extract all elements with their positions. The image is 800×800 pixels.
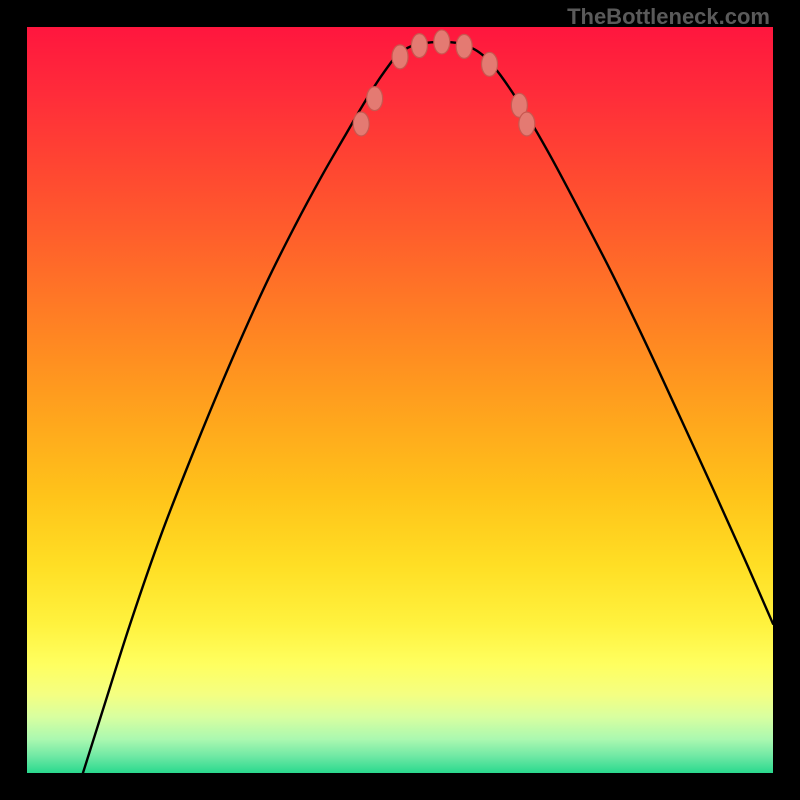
- chart-plot: [0, 0, 800, 800]
- gradient-background: [27, 27, 773, 773]
- data-marker: [411, 34, 427, 58]
- data-marker: [519, 112, 535, 136]
- data-marker: [367, 87, 383, 111]
- watermark-text: TheBottleneck.com: [567, 4, 770, 30]
- data-marker: [482, 52, 498, 76]
- data-marker: [434, 30, 450, 54]
- data-marker: [392, 45, 408, 69]
- data-marker: [456, 34, 472, 58]
- data-marker: [353, 112, 369, 136]
